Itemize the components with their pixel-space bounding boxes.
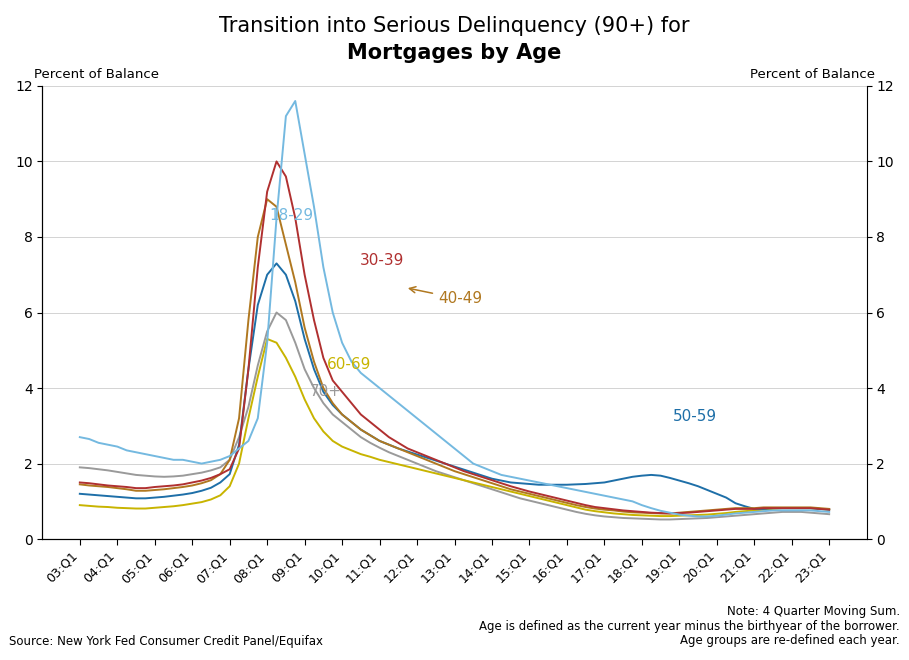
- Text: 50-59: 50-59: [673, 409, 717, 424]
- Text: Age is defined as the current year minus the birthyear of the borrower.: Age is defined as the current year minus…: [479, 620, 900, 633]
- Text: 18-29: 18-29: [269, 208, 314, 222]
- Text: Percent of Balance: Percent of Balance: [35, 69, 159, 81]
- Text: Source: New York Fed Consumer Credit Panel/Equifax: Source: New York Fed Consumer Credit Pan…: [9, 636, 323, 649]
- Text: Mortgages by Age: Mortgages by Age: [347, 43, 562, 63]
- Text: 70+: 70+: [310, 384, 343, 399]
- Text: 40-49: 40-49: [409, 286, 482, 306]
- Text: 30-39: 30-39: [360, 253, 405, 268]
- Text: Percent of Balance: Percent of Balance: [750, 69, 874, 81]
- Text: 60-69: 60-69: [326, 357, 371, 372]
- Text: Age groups are re-defined each year.: Age groups are re-defined each year.: [680, 634, 900, 647]
- Text: Note: 4 Quarter Moving Sum.: Note: 4 Quarter Moving Sum.: [727, 605, 900, 618]
- Text: Transition into Serious Delinquency (90+) for: Transition into Serious Delinquency (90+…: [219, 16, 690, 36]
